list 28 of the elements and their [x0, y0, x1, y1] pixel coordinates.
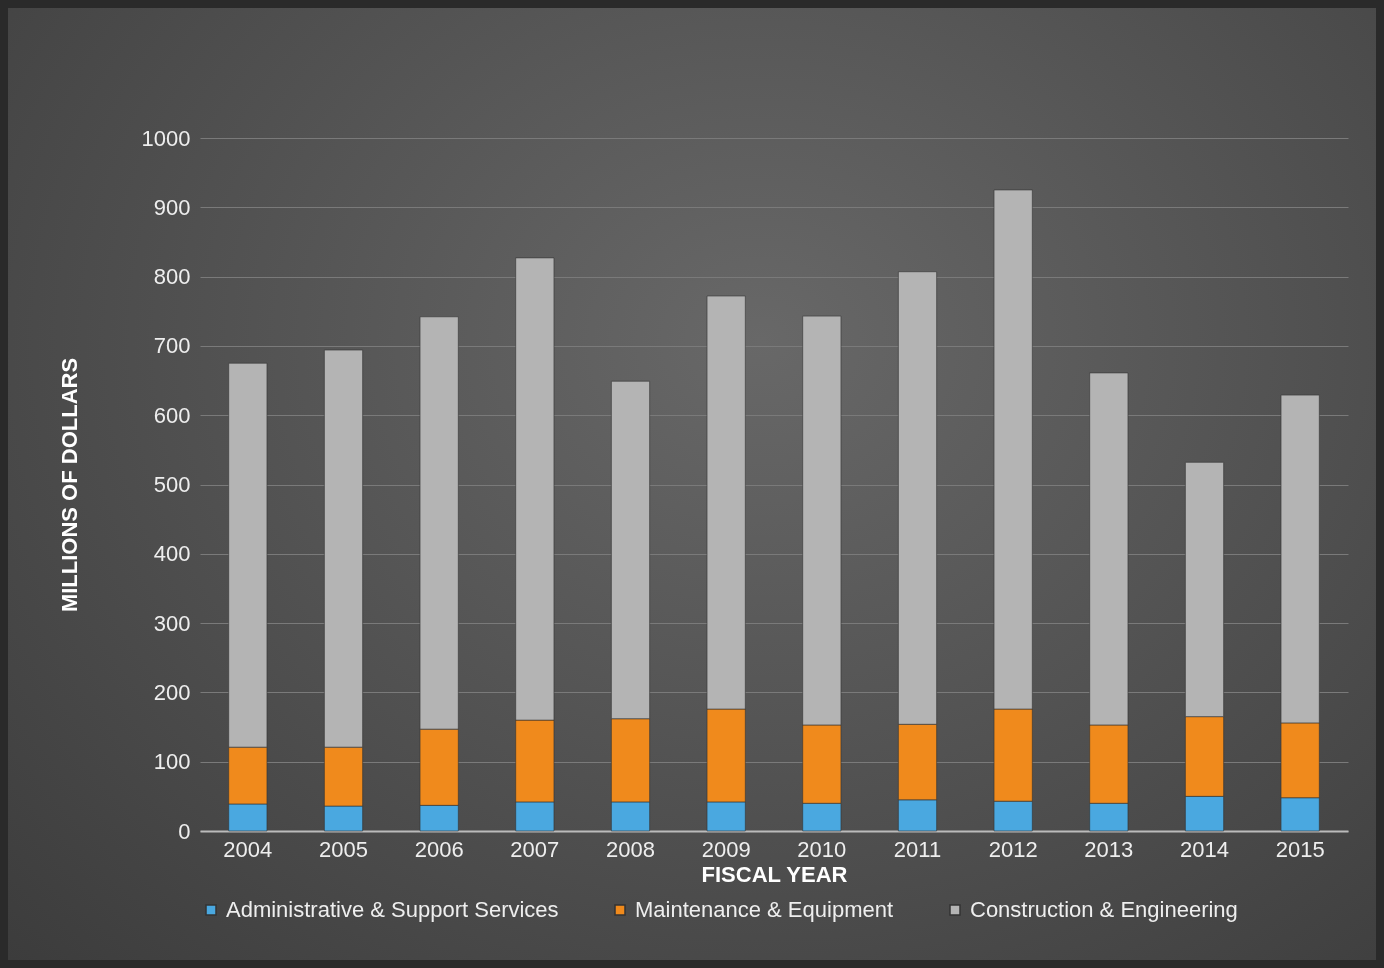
x-tick-label: 2010 — [797, 836, 847, 862]
y-tick-label: 400 — [153, 541, 191, 567]
x-tick-label: 2006 — [414, 836, 464, 862]
x-tick-label: 2014 — [1180, 836, 1229, 862]
x-tick-label: 2015 — [1275, 836, 1325, 862]
y-tick-label: 500 — [153, 472, 191, 497]
y-tick-label: 1000 — [141, 125, 191, 151]
y-tick-label: 300 — [153, 610, 191, 636]
x-tick-label: 2013 — [1084, 836, 1134, 862]
x-axis-title: FISCAL YEAR — [701, 861, 848, 887]
y-tick-label: 900 — [153, 194, 191, 220]
y-tick-label: 0 — [178, 818, 191, 844]
x-tick-label: 2005 — [319, 836, 368, 862]
y-tick-label: 100 — [153, 749, 191, 775]
y-tick-label: 200 — [153, 679, 191, 705]
y-tick-label: 800 — [153, 264, 191, 290]
y-axis-title: MILLIONS OF DOLLARS — [56, 357, 82, 613]
x-tick-label: 2009 — [701, 836, 751, 862]
x-tick-label: 2007 — [510, 836, 560, 862]
x-tick-label: 2012 — [988, 836, 1038, 862]
legend-label: Administrative & Support Services — [226, 897, 559, 922]
legend-label: Maintenance & Equipment — [635, 897, 894, 922]
x-tick-label: 2011 — [893, 836, 942, 862]
y-tick-label: 700 — [153, 333, 191, 359]
y-tick-label: 600 — [153, 402, 191, 428]
x-tick-label: 2004 — [223, 836, 273, 862]
x-tick-label: 2008 — [606, 836, 655, 862]
legend-label: Construction & Engineering — [970, 897, 1238, 922]
